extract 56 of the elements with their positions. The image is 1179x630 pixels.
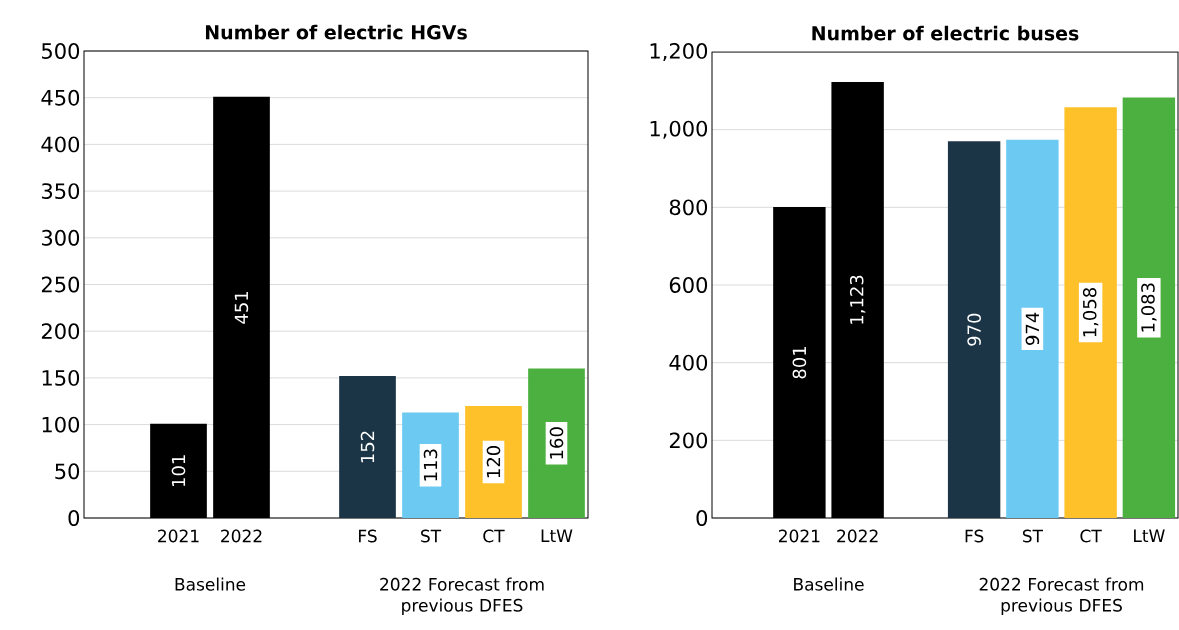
data-label: 451 xyxy=(234,291,249,324)
y-tick-label: 500 xyxy=(42,43,80,59)
data-label: 152 xyxy=(360,431,375,463)
data-label: 113 xyxy=(423,449,438,481)
y-tick-label: 200 xyxy=(669,432,708,449)
x-tick-label: ST xyxy=(421,529,442,543)
y-tick-label: 1,200 xyxy=(650,42,708,62)
text: Baseline xyxy=(794,577,864,591)
text: Baseline xyxy=(175,577,246,591)
y-tick-label: 450 xyxy=(41,89,80,106)
bar xyxy=(528,368,585,518)
x-tick-label: CT xyxy=(483,529,505,543)
bar xyxy=(339,376,396,518)
x-tick-label: 2021 xyxy=(158,529,199,543)
x-tick-label: ST xyxy=(1022,529,1044,543)
data-label: 1,083 xyxy=(1141,283,1157,332)
y-tick-label: 0 xyxy=(696,510,708,526)
text: 2022 Forecast from previous DFES xyxy=(380,577,544,615)
bar xyxy=(1006,139,1059,518)
y-tick-label: 1,000 xyxy=(650,120,708,139)
y-tick-label: 150 xyxy=(42,369,80,386)
y-tick-label: 800 xyxy=(669,199,708,216)
bar xyxy=(402,412,459,518)
y-tick-label: 200 xyxy=(41,323,80,340)
y-tick-label: 600 xyxy=(669,277,708,293)
y-tick-label: 250 xyxy=(41,276,80,293)
x-tick-label: FS xyxy=(965,529,984,543)
x-tick-label: 2022 xyxy=(837,529,878,543)
data-label: 160 xyxy=(549,427,564,459)
data-label: 801 xyxy=(792,346,807,379)
y-tick-label: 0 xyxy=(68,510,80,526)
y-tick-label: 400 xyxy=(669,354,708,371)
y-tick-label: 50 xyxy=(55,463,80,480)
data-label: 120 xyxy=(486,445,501,478)
x-tick-label: FS xyxy=(359,529,377,543)
x-tick-label: 2022 xyxy=(221,529,262,543)
bar xyxy=(1064,107,1117,518)
data-label: 1,058 xyxy=(1082,288,1099,337)
data-label: 974 xyxy=(1025,312,1040,345)
chart-title: Number of electric HGVs xyxy=(205,24,467,40)
data-label: 101 xyxy=(171,455,186,487)
bar xyxy=(947,141,1001,518)
bar xyxy=(465,405,522,518)
x-tick-label: LtW xyxy=(541,529,573,542)
data-label: 970 xyxy=(967,313,981,346)
y-tick-label: 300 xyxy=(41,229,80,246)
x-tick-label: 2021 xyxy=(778,529,820,543)
y-tick-label: 350 xyxy=(41,183,80,200)
y-tick-label: 100 xyxy=(42,416,80,433)
data-label: 1,123 xyxy=(849,275,866,324)
x-tick-label: LtW xyxy=(1134,529,1165,542)
text: 2022 Forecast from previous DFES xyxy=(979,577,1144,615)
y-tick-label: 400 xyxy=(41,136,80,153)
chart-title: Number of electric buses xyxy=(812,25,1079,41)
bar xyxy=(1122,97,1176,518)
x-tick-label: CT xyxy=(1080,529,1102,543)
